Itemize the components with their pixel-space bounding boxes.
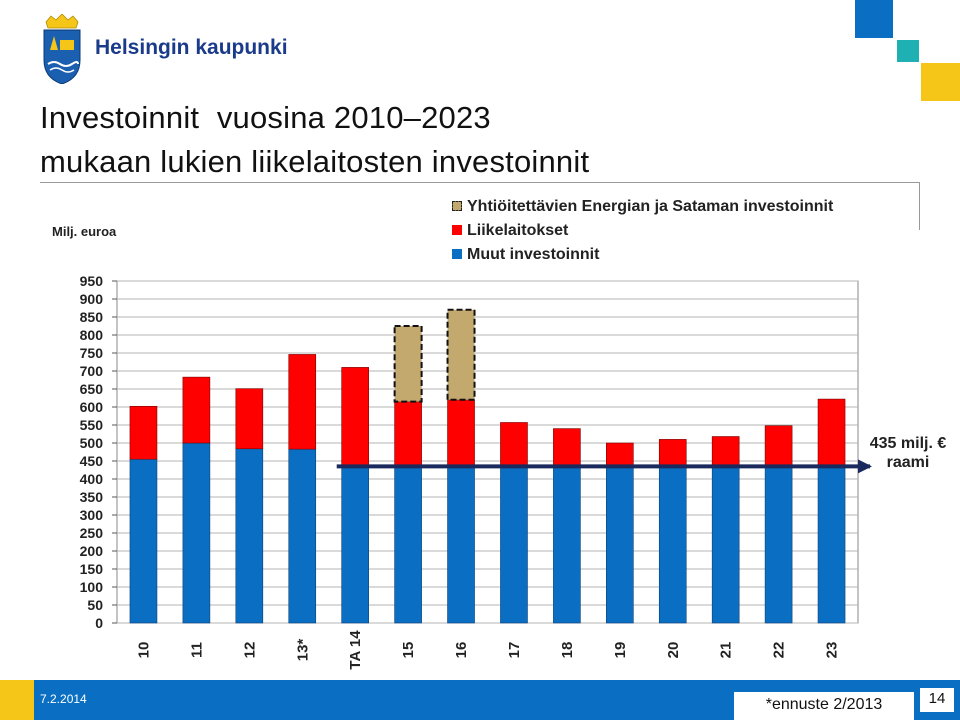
bar-energia-satama [393,325,423,403]
legend-label: Muut investoinnit [467,246,600,263]
x-tick-label: TA 14 [347,630,364,670]
city-crest-logo [43,14,81,84]
y-tick-label: 200 [80,543,104,559]
y-tick-label: 650 [80,381,104,397]
x-tick-label: 15 [400,642,417,659]
y-tick-label: 550 [80,417,104,433]
y-tick-label: 0 [95,615,103,631]
x-tick-label: 16 [453,642,470,659]
budget-frame-label: 435 milj. € raami [862,434,954,472]
y-tick-label: 600 [80,399,104,415]
org-name: Helsingin kaupunki [95,36,288,59]
footer-date: 7.2.2014 [40,692,87,706]
y-tick-label: 850 [80,309,104,325]
y-tick-label: 150 [80,561,104,577]
legend-swatch-blue [452,248,462,259]
y-tick-label: 900 [80,291,104,307]
x-tick-label: 22 [771,642,788,659]
x-tick-label: 19 [612,642,629,659]
legend-swatch-red [452,224,462,235]
slide-title-line2: mukaan lukien liikelaitosten investoinni… [40,144,590,179]
forecast-note: *ennuste 2/2013 [734,692,914,720]
footer-yellow-square [0,680,34,720]
y-tick-label: 100 [80,579,104,595]
bar-muut-investoinnit [288,448,317,624]
bar-muut-investoinnit [447,466,475,624]
y-tick-label: 350 [80,489,104,505]
y-tick-label: 750 [80,345,104,361]
y-tick-label: 300 [80,507,104,523]
budget-frame-arrowhead [858,459,872,474]
bar-liikelaitokset [288,354,317,450]
bar-liikelaitokset [447,399,475,467]
deco-square-yellow [921,63,960,101]
bar-muut-investoinnit [711,466,740,624]
budget-frame-value: 435 milj. € [869,435,947,452]
legend-item-other: Muut investoinnit [452,246,599,264]
title-divider [40,182,920,183]
legend-label: Liikelaitokset [467,222,569,239]
bar-liikelaitokset [500,422,528,467]
bar-muut-investoinnit [341,466,369,624]
bar-liikelaitokset [606,442,634,467]
y-tick-label: 800 [80,327,104,343]
bar-liikelaitokset [658,439,687,467]
y-tick-label: 450 [80,453,104,469]
x-tick-label: 12 [241,642,258,659]
legend-label: Yhtiöitettävien Energian ja Sataman inve… [467,198,834,215]
bar-liikelaitokset [129,405,158,460]
bar-muut-investoinnit [658,466,687,624]
deco-square-blue [855,0,893,38]
x-tick-label: 17 [506,642,523,659]
y-tick-label: 250 [80,525,104,541]
x-tick-label: 20 [665,642,682,659]
bar-muut-investoinnit [500,466,528,624]
bar-muut-investoinnit [606,466,634,624]
stacked-bar-chart: 9509008508007507006506005505004504003503… [80,273,872,670]
y-tick-label: 400 [80,471,104,487]
unit-label: Milj. euroa [52,224,117,239]
legend-item-enterprises: Liikelaitokset [452,222,568,240]
legend-swatch-tan [452,200,462,211]
x-tick-label: 18 [559,642,576,659]
bar-liikelaitokset [711,436,740,467]
x-tick-label: 10 [135,642,152,659]
bar-liikelaitokset [394,401,422,467]
slide-title-line1: Investoinnit vuosina 2010–2023 [40,100,491,135]
bar-liikelaitokset [553,428,581,467]
plot-area [116,280,859,624]
bar-liikelaitokset [817,398,846,467]
bar-liikelaitokset [182,376,211,444]
y-tick-label: 950 [80,273,104,289]
bar-muut-investoinnit [394,466,422,624]
x-tick-label: 21 [718,642,735,659]
bar-muut-investoinnit [235,448,264,624]
y-tick-label: 700 [80,363,104,379]
x-tick-label: 23 [824,642,841,659]
bar-liikelaitokset [235,388,264,450]
bar-energia-satama [446,308,476,401]
legend-item-energy-harbour: Yhtiöitettävien Energian ja Sataman inve… [452,198,833,216]
bar-muut-investoinnit [182,442,211,624]
bar-muut-investoinnit [817,466,846,624]
bar-muut-investoinnit [764,466,793,624]
bar-muut-investoinnit [129,458,158,624]
page-number: 14 [920,688,954,712]
bar-liikelaitokset [341,367,369,467]
deco-square-teal [897,40,919,62]
x-tick-label: 11 [188,642,205,658]
budget-frame-word: raami [886,454,930,471]
x-tick-label: 13* [294,639,311,662]
y-tick-label: 50 [87,597,103,613]
y-tick-label: 500 [80,435,104,451]
bar-muut-investoinnit [553,466,581,624]
title-divider-edge [919,182,920,230]
bar-liikelaitokset [764,425,793,467]
